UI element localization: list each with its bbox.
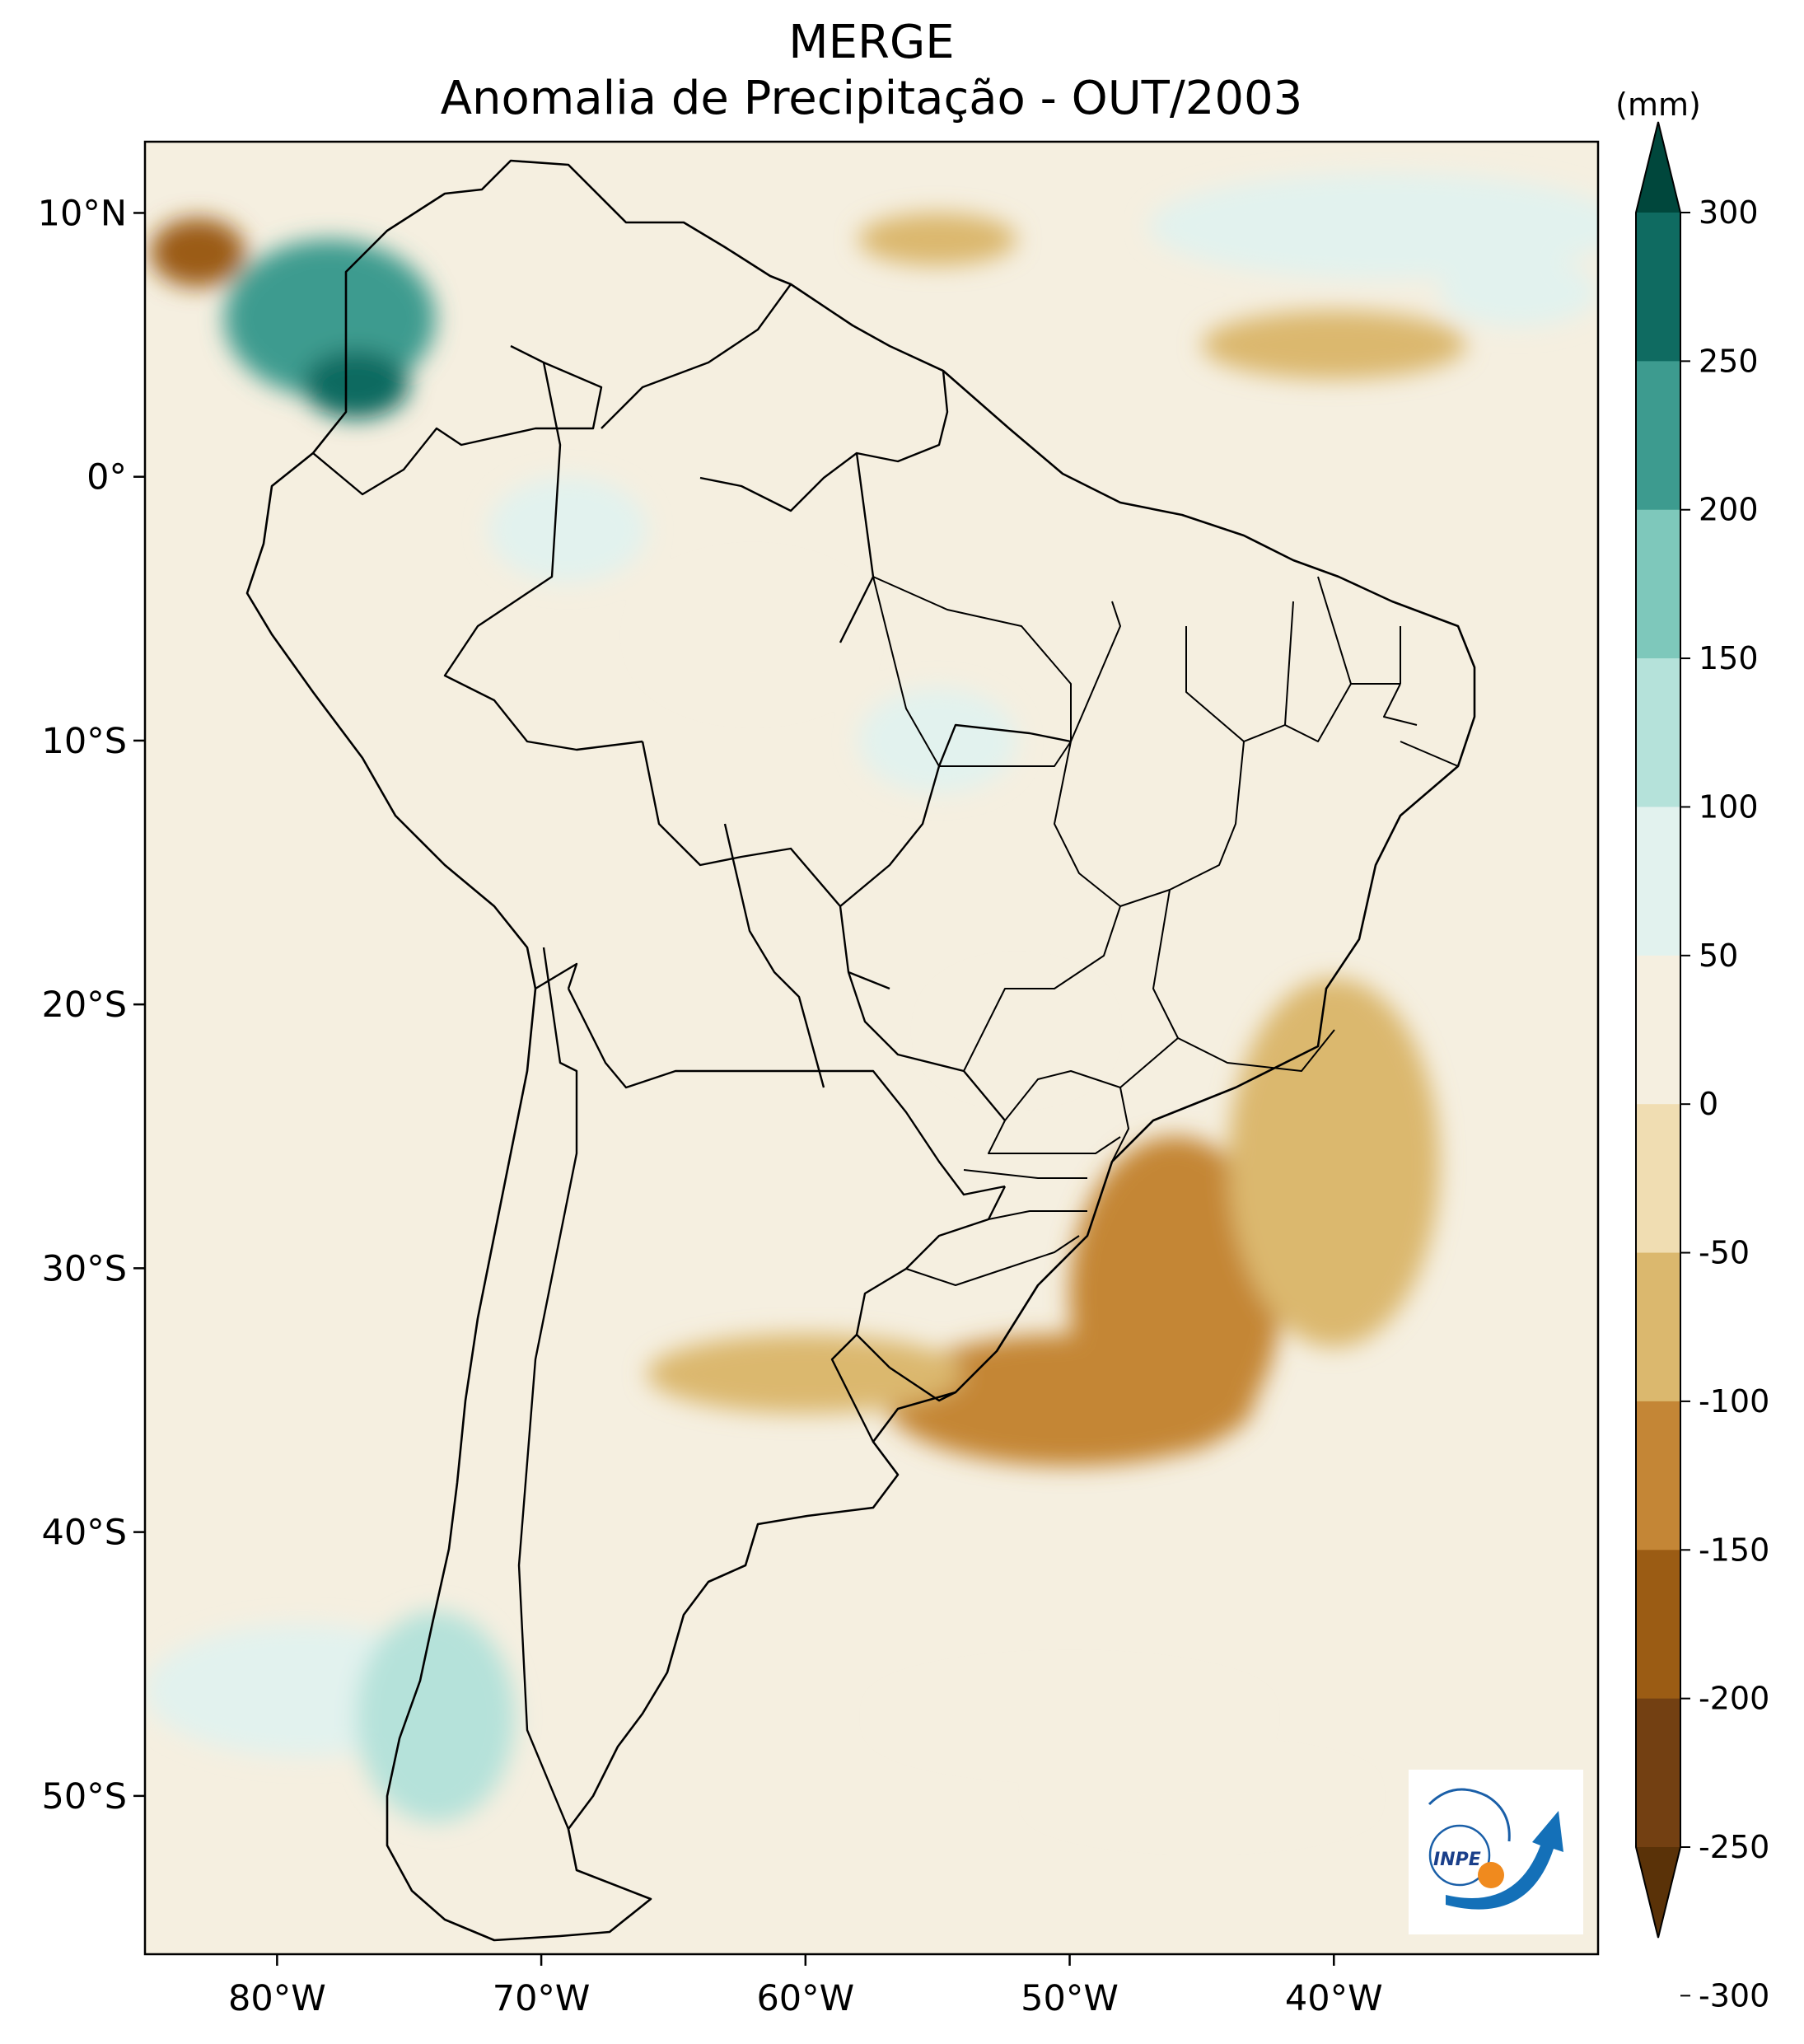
colorbar-tick-label: 200 <box>1699 492 1759 528</box>
colorbar-tick-label: 150 <box>1699 640 1759 676</box>
anomaly-blob-19 <box>858 213 1017 266</box>
anomaly-blob-13 <box>356 1611 516 1822</box>
colorbar-segment <box>1636 1104 1680 1254</box>
colorbar-tick-label: -300 <box>1699 1977 1769 2014</box>
anomaly-blob-9 <box>885 1334 1255 1466</box>
continent-outline <box>245 159 1476 1942</box>
lon-tick-label: 50°W <box>1021 1978 1119 2019</box>
colorbar-segment <box>1636 1252 1680 1402</box>
lon-tick-label: 80°W <box>228 1978 326 2019</box>
colorbar-tick-label: 0 <box>1699 1086 1718 1122</box>
colorbar-extend-high <box>1636 122 1680 213</box>
colorbar-segment <box>1636 361 1680 511</box>
colorbar-segment <box>1636 213 1680 362</box>
map-frame <box>143 140 1600 1956</box>
anomaly-blob-1 <box>303 349 409 419</box>
lat-tick-label: 50°S <box>41 1776 127 1817</box>
anomaly-blob-4 <box>647 568 858 701</box>
colorbar-segment <box>1636 1550 1680 1700</box>
map-subtitle: Anomalia de Precipitação - OUT/2003 <box>440 72 1303 125</box>
colorbar-tick-label: -150 <box>1699 1532 1769 1568</box>
colorbar: 300 250 200 150 100 50 0 -50 -100 -150 -200 -250 -30… <box>1635 121 1769 2014</box>
colorbar-tick-label: -50 <box>1699 1235 1750 1271</box>
lon-tick-label: 40°W <box>1285 1978 1383 2019</box>
colorbar-unit: (mm) <box>1615 87 1701 123</box>
lat-tick-label: 30°S <box>41 1248 127 1289</box>
anomaly-blob-10 <box>647 1334 965 1414</box>
map-axes: 80°W 70°W 60°W 50°W 40°W 10°N 0° 10°S 20°S 30°S 40… <box>38 193 1383 2019</box>
colorbar-tick-label: 250 <box>1699 343 1759 379</box>
lat-tick-label: 10°N <box>38 193 127 234</box>
anomaly-blob-2 <box>150 217 245 288</box>
lon-tick-label: 60°W <box>756 1978 854 2019</box>
map-area <box>143 140 1600 1956</box>
anomaly-blob-16 <box>1148 173 1598 279</box>
map-title: MERGE <box>788 16 955 69</box>
anomaly-blob-18 <box>1201 310 1466 380</box>
anomaly-blob-14 <box>885 1677 1255 1756</box>
anomaly-blob-5 <box>858 687 1017 793</box>
anomaly-blob-11 <box>1227 978 1440 1348</box>
colorbar-tick-label: -100 <box>1699 1383 1769 1420</box>
colorbar-extend-low <box>1636 1847 1680 1938</box>
anomaly-blob-6 <box>937 978 1096 1084</box>
colorbar-segment <box>1636 807 1680 957</box>
colorbar-tick-label: 300 <box>1699 194 1759 231</box>
anomaly-blob-15 <box>1043 1764 1361 1828</box>
anomaly-blob-17 <box>1439 257 1598 327</box>
lat-tick-label: 10°S <box>41 721 127 762</box>
precipitation-anomaly-field <box>145 173 1598 1828</box>
colorbar-segment <box>1636 955 1680 1105</box>
lat-tick-label: 40°S <box>41 1513 127 1554</box>
lat-tick-label: 20°S <box>41 985 127 1026</box>
colorbar-segment <box>1636 509 1680 659</box>
lat-tick-label: 0° <box>86 457 127 498</box>
colorbar-segment <box>1636 1401 1680 1551</box>
colorbar-tick-label: 50 <box>1699 938 1738 974</box>
colorbar-tick-label: -200 <box>1699 1681 1769 1717</box>
svg-text:INPE: INPE <box>1433 1850 1481 1870</box>
lon-tick-label: 70°W <box>493 1978 591 2019</box>
colorbar-segment <box>1636 1698 1680 1848</box>
inpe-logo: INPE <box>1409 1770 1583 1934</box>
colorbar-segment <box>1636 658 1680 807</box>
south-america-coastline <box>245 159 1476 1942</box>
brazil-state-borders <box>872 576 1459 1286</box>
anomaly-blob-3 <box>488 476 647 582</box>
colorbar-tick-label: 100 <box>1699 788 1759 825</box>
colorbar-tick-label: -250 <box>1699 1829 1769 1865</box>
